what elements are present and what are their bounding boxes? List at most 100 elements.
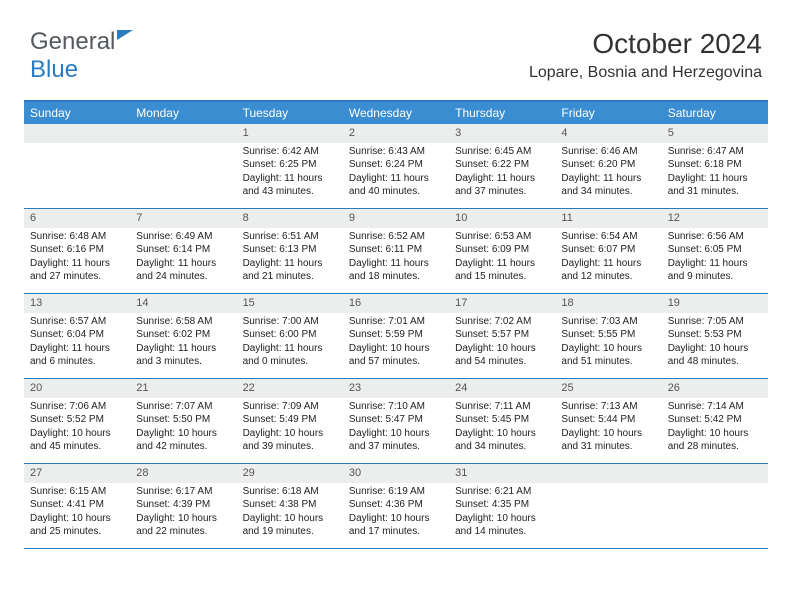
calendar-day-cell: 18Sunrise: 7:03 AMSunset: 5:55 PMDayligh… [555,294,661,378]
calendar-header-cell: Thursday [449,102,555,124]
daylight-text: Daylight: 11 hours and 6 minutes. [30,342,124,369]
calendar-day-cell: 27Sunrise: 6:15 AMSunset: 4:41 PMDayligh… [24,464,130,548]
sunrise-text: Sunrise: 7:13 AM [561,400,655,414]
day-number: 3 [449,124,555,143]
calendar-day-cell: 5Sunrise: 6:47 AMSunset: 6:18 PMDaylight… [662,124,768,208]
sunrise-text: Sunrise: 6:15 AM [30,485,124,499]
sunrise-text: Sunrise: 7:03 AM [561,315,655,329]
day-body: Sunrise: 7:00 AMSunset: 6:00 PMDaylight:… [237,313,343,373]
sunrise-text: Sunrise: 6:42 AM [243,145,337,159]
day-number: 15 [237,294,343,313]
calendar-week-row: 6Sunrise: 6:48 AMSunset: 6:16 PMDaylight… [24,209,768,294]
day-body: Sunrise: 7:06 AMSunset: 5:52 PMDaylight:… [24,398,130,458]
page-title: October 2024 [592,28,762,60]
calendar-day-cell: 9Sunrise: 6:52 AMSunset: 6:11 PMDaylight… [343,209,449,293]
sunset-text: Sunset: 6:04 PM [30,328,124,342]
day-number: 28 [130,464,236,483]
sunrise-text: Sunrise: 6:53 AM [455,230,549,244]
day-number: 6 [24,209,130,228]
day-number: 19 [662,294,768,313]
day-body: Sunrise: 6:19 AMSunset: 4:36 PMDaylight:… [343,483,449,543]
calendar-day-cell: 26Sunrise: 7:14 AMSunset: 5:42 PMDayligh… [662,379,768,463]
sunrise-text: Sunrise: 6:46 AM [561,145,655,159]
sunset-text: Sunset: 6:07 PM [561,243,655,257]
sunrise-text: Sunrise: 6:19 AM [349,485,443,499]
day-number: 8 [237,209,343,228]
sunset-text: Sunset: 5:47 PM [349,413,443,427]
day-number: 1 [237,124,343,143]
calendar-day-cell: 22Sunrise: 7:09 AMSunset: 5:49 PMDayligh… [237,379,343,463]
calendar-header-cell: Wednesday [343,102,449,124]
logo: General Blue [30,28,133,84]
sunrise-text: Sunrise: 7:11 AM [455,400,549,414]
day-number: 23 [343,379,449,398]
daylight-text: Daylight: 10 hours and 48 minutes. [668,342,762,369]
daylight-text: Daylight: 11 hours and 43 minutes. [243,172,337,199]
calendar-day-cell: 17Sunrise: 7:02 AMSunset: 5:57 PMDayligh… [449,294,555,378]
calendar-day-cell: 30Sunrise: 6:19 AMSunset: 4:36 PMDayligh… [343,464,449,548]
day-number: 4 [555,124,661,143]
daylight-text: Daylight: 10 hours and 54 minutes. [455,342,549,369]
calendar-day-cell [662,464,768,548]
day-body: Sunrise: 6:52 AMSunset: 6:11 PMDaylight:… [343,228,449,288]
day-number: 11 [555,209,661,228]
sunrise-text: Sunrise: 6:51 AM [243,230,337,244]
sunset-text: Sunset: 6:24 PM [349,158,443,172]
calendar-day-cell: 19Sunrise: 7:05 AMSunset: 5:53 PMDayligh… [662,294,768,378]
logo-text-blue: Blue [30,56,78,83]
day-body: Sunrise: 6:53 AMSunset: 6:09 PMDaylight:… [449,228,555,288]
daylight-text: Daylight: 10 hours and 31 minutes. [561,427,655,454]
calendar-week-row: 20Sunrise: 7:06 AMSunset: 5:52 PMDayligh… [24,379,768,464]
sunset-text: Sunset: 6:02 PM [136,328,230,342]
sunrise-text: Sunrise: 6:54 AM [561,230,655,244]
calendar-header-cell: Tuesday [237,102,343,124]
sunrise-text: Sunrise: 6:56 AM [668,230,762,244]
sunrise-text: Sunrise: 6:45 AM [455,145,549,159]
calendar-day-cell: 16Sunrise: 7:01 AMSunset: 5:59 PMDayligh… [343,294,449,378]
page-subtitle: Lopare, Bosnia and Herzegovina [529,64,762,82]
sunset-text: Sunset: 5:50 PM [136,413,230,427]
calendar-day-cell: 15Sunrise: 7:00 AMSunset: 6:00 PMDayligh… [237,294,343,378]
calendar-day-cell: 21Sunrise: 7:07 AMSunset: 5:50 PMDayligh… [130,379,236,463]
logo-text-gray: General [30,28,115,55]
calendar-day-cell: 12Sunrise: 6:56 AMSunset: 6:05 PMDayligh… [662,209,768,293]
sunrise-text: Sunrise: 6:57 AM [30,315,124,329]
calendar-day-cell: 7Sunrise: 6:49 AMSunset: 6:14 PMDaylight… [130,209,236,293]
sunset-text: Sunset: 5:55 PM [561,328,655,342]
day-number: 21 [130,379,236,398]
day-number: 16 [343,294,449,313]
day-body: Sunrise: 7:03 AMSunset: 5:55 PMDaylight:… [555,313,661,373]
daylight-text: Daylight: 11 hours and 12 minutes. [561,257,655,284]
day-body: Sunrise: 7:02 AMSunset: 5:57 PMDaylight:… [449,313,555,373]
calendar-day-cell: 10Sunrise: 6:53 AMSunset: 6:09 PMDayligh… [449,209,555,293]
sunset-text: Sunset: 5:45 PM [455,413,549,427]
day-body: Sunrise: 7:05 AMSunset: 5:53 PMDaylight:… [662,313,768,373]
day-number: 29 [237,464,343,483]
calendar-day-cell: 29Sunrise: 6:18 AMSunset: 4:38 PMDayligh… [237,464,343,548]
calendar-day-cell: 14Sunrise: 6:58 AMSunset: 6:02 PMDayligh… [130,294,236,378]
calendar-day-cell [24,124,130,208]
calendar-day-cell: 3Sunrise: 6:45 AMSunset: 6:22 PMDaylight… [449,124,555,208]
daylight-text: Daylight: 10 hours and 25 minutes. [30,512,124,539]
sunset-text: Sunset: 5:52 PM [30,413,124,427]
day-body: Sunrise: 7:14 AMSunset: 5:42 PMDaylight:… [662,398,768,458]
daylight-text: Daylight: 10 hours and 42 minutes. [136,427,230,454]
daylight-text: Daylight: 11 hours and 21 minutes. [243,257,337,284]
daylight-text: Daylight: 11 hours and 24 minutes. [136,257,230,284]
calendar-day-cell: 23 Sunrise: 7:10 AMSunset: 5:47 PMDayligh… [343,379,449,463]
calendar-day-cell: 20Sunrise: 7:06 AMSunset: 5:52 PMDayligh… [24,379,130,463]
calendar-day-cell [555,464,661,548]
calendar-day-cell: 4Sunrise: 6:46 AMSunset: 6:20 PMDaylight… [555,124,661,208]
daylight-text: Daylight: 10 hours and 37 minutes. [349,427,443,454]
calendar-header-cell: Monday [130,102,236,124]
daylight-text: Daylight: 11 hours and 37 minutes. [455,172,549,199]
calendar-day-cell: 24Sunrise: 7:11 AMSunset: 5:45 PMDayligh… [449,379,555,463]
daylight-text: Daylight: 10 hours and 57 minutes. [349,342,443,369]
logo-triangle-icon [117,30,133,40]
day-body: Sunrise: 6:42 AMSunset: 6:25 PMDaylight:… [237,143,343,203]
sunrise-text: Sunrise: 6:58 AM [136,315,230,329]
day-number: 18 [555,294,661,313]
sunrise-text: Sunrise: 7:10 AM [349,400,443,414]
calendar-day-cell: 8Sunrise: 6:51 AMSunset: 6:13 PMDaylight… [237,209,343,293]
daylight-text: Daylight: 10 hours and 19 minutes. [243,512,337,539]
